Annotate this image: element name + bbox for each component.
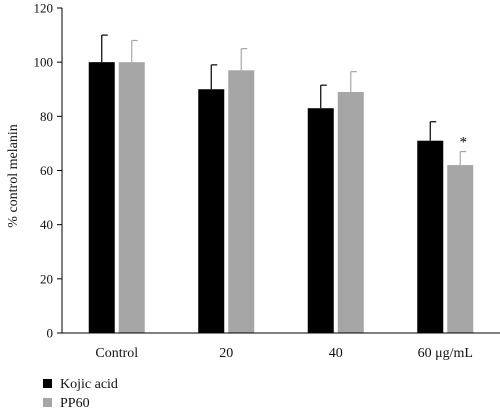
x-tick-label: 20 bbox=[219, 346, 233, 361]
x-axis-labels: Control 20 40 60 μg/mL bbox=[95, 346, 473, 361]
legend-label: Kojic acid bbox=[60, 377, 118, 392]
bar-kojic-acid-1 bbox=[198, 89, 225, 333]
bar-group bbox=[88, 62, 474, 334]
y-tick-label: 100 bbox=[34, 55, 54, 70]
bar-kojic-acid-2 bbox=[307, 108, 334, 333]
y-axis-ticks: 0 20 40 60 80 100 120 bbox=[34, 1, 62, 341]
legend-label: PP60 bbox=[60, 396, 90, 411]
bar-pp60-1 bbox=[228, 70, 255, 334]
legend-swatch-pp60 bbox=[43, 398, 52, 407]
bar-pp60-0 bbox=[118, 62, 145, 334]
y-axis-label: % control melanin bbox=[6, 124, 21, 227]
error-bar-group bbox=[101, 34, 467, 166]
bar-kojic-acid-3 bbox=[417, 140, 444, 333]
legend-swatch-kojic-acid bbox=[43, 379, 52, 388]
annotation-group: * bbox=[460, 135, 468, 151]
x-tick-label: 60 μg/mL bbox=[418, 346, 473, 361]
y-tick-label: 120 bbox=[34, 1, 54, 16]
x-tick-label: Control bbox=[95, 346, 138, 361]
x-tick-label: 40 bbox=[329, 346, 343, 361]
bar-pp60-2 bbox=[337, 91, 364, 333]
y-tick-label: 60 bbox=[40, 163, 53, 178]
y-tick-label: 80 bbox=[40, 109, 53, 124]
y-tick-label: 0 bbox=[47, 326, 54, 341]
y-tick-label: 40 bbox=[40, 217, 53, 232]
y-tick-label: 20 bbox=[40, 271, 53, 286]
legend: Kojic acid PP60 bbox=[43, 377, 118, 411]
significance-marker: * bbox=[460, 135, 468, 151]
bar-kojic-acid-0 bbox=[88, 62, 115, 334]
bar-pp60-3 bbox=[447, 165, 474, 333]
